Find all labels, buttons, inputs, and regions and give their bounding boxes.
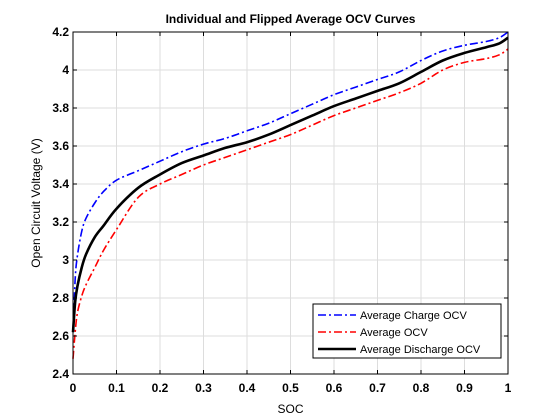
y-tick-label: 3.8 — [52, 101, 69, 115]
y-tick-label: 3.4 — [52, 177, 69, 191]
series-line-discharge — [71, 36, 509, 333]
y-tick-label: 3.6 — [52, 139, 69, 153]
y-tick-label: 3 — [62, 253, 69, 267]
x-tick-label: 0.4 — [239, 381, 256, 395]
x-tick-label: 0 — [70, 381, 77, 395]
x-tick-label: 0.7 — [369, 381, 386, 395]
chart-title: Individual and Flipped Average OCV Curve… — [166, 12, 416, 26]
x-tick-label: 0.6 — [326, 381, 343, 395]
axis-ticks: 0 0.1 0.2 0.3 0.4 0.5 0.6 0.7 0.8 0.9 1 2.4 2.6 2.8 3 3… — [52, 25, 511, 395]
y-tick-label: 4 — [62, 63, 69, 77]
series-line-charge — [72, 31, 509, 333]
y-tick-label: 3.2 — [52, 215, 69, 229]
y-tick-label: 2.4 — [52, 367, 69, 381]
y-tick-label: 4.2 — [52, 25, 69, 39]
x-axis-label: SOC — [277, 402, 303, 416]
x-tick-label: 0.2 — [152, 381, 169, 395]
x-tick-label: 0.1 — [108, 381, 125, 395]
series-layer — [71, 31, 509, 359]
x-tick-label: 0.9 — [456, 381, 473, 395]
legend-label: Average Charge OCV — [360, 310, 467, 322]
y-tick-label: 2.6 — [52, 329, 69, 343]
legend: Average Charge OCV Average OCV Average Dis… — [312, 303, 502, 359]
y-tick-label: 2.8 — [52, 291, 69, 305]
legend-label: Average Discharge OCV — [360, 344, 481, 356]
x-tick-label: 1 — [505, 381, 512, 395]
x-tick-label: 0.5 — [282, 381, 299, 395]
x-tick-label: 0.3 — [195, 381, 212, 395]
legend-label: Average OCV — [360, 327, 428, 339]
x-tick-label: 0.8 — [413, 381, 430, 395]
series-line-average — [72, 48, 509, 359]
y-axis-label: Open Circuit Voltage (V) — [29, 138, 43, 267]
